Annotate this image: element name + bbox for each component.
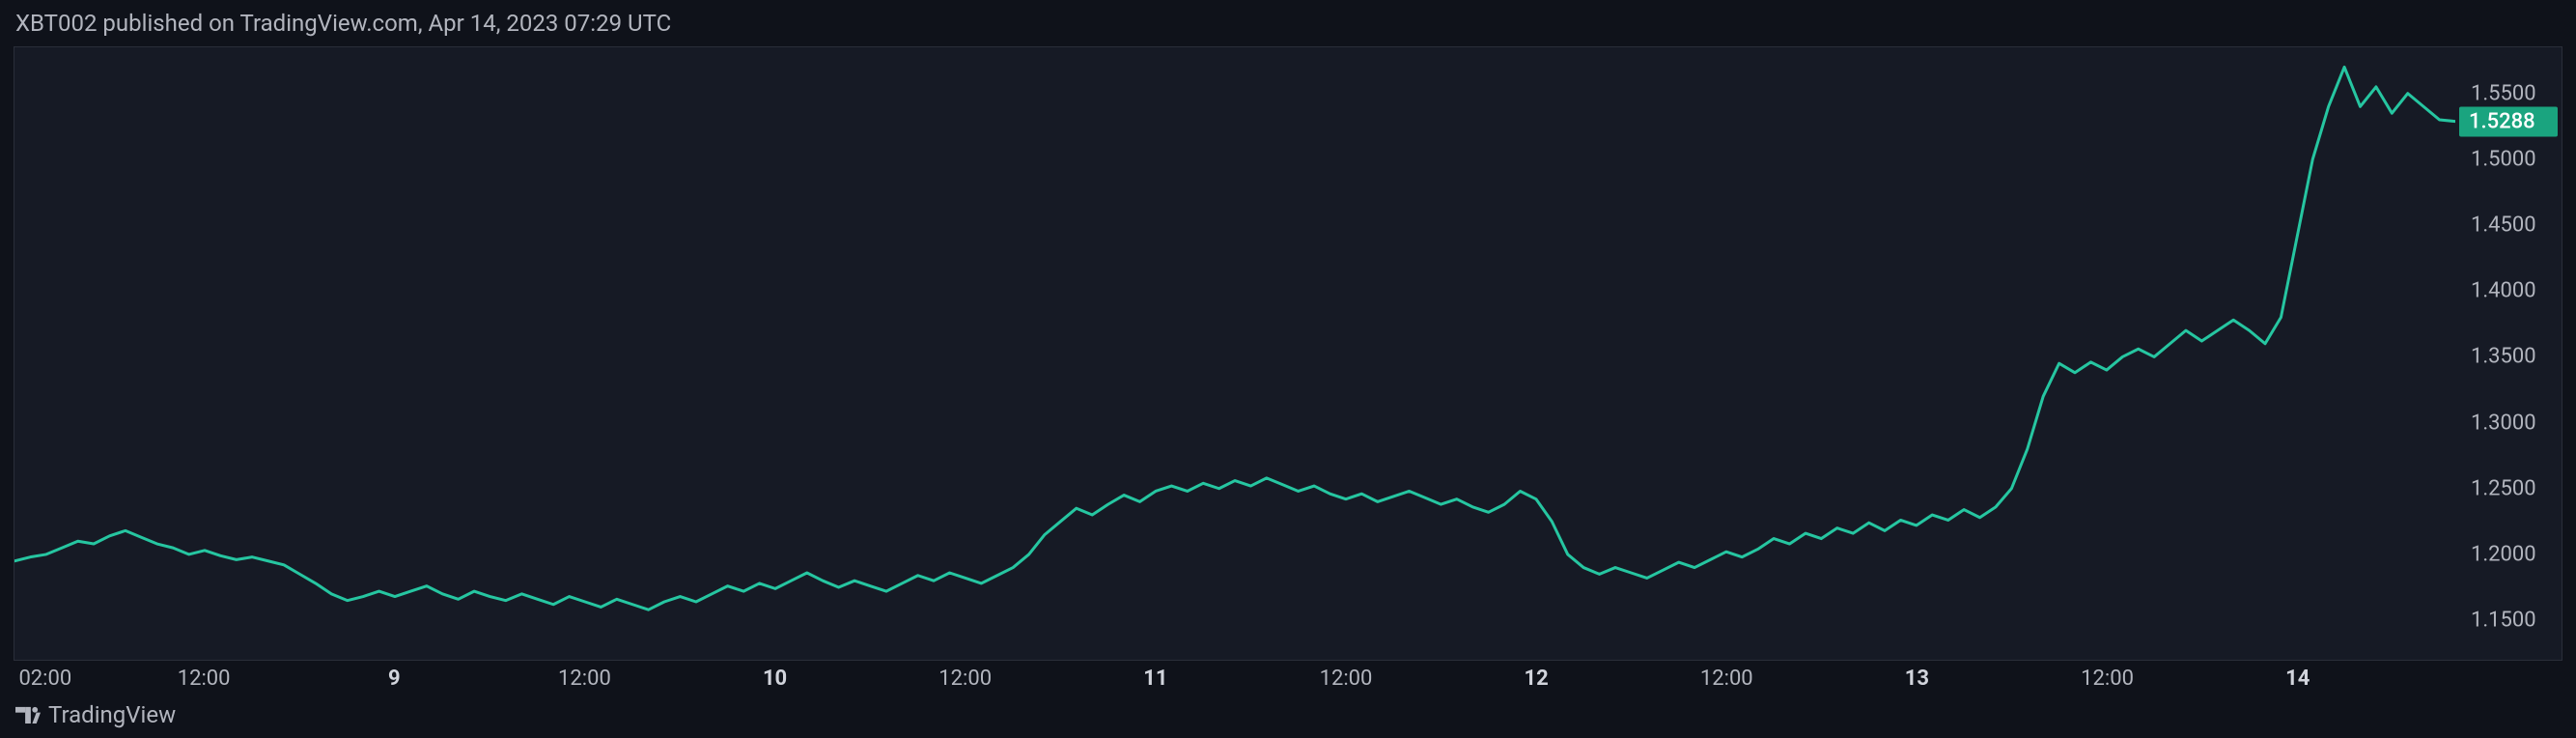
plot-area[interactable]	[14, 47, 2455, 660]
x-tick-label: 13	[1905, 667, 1929, 691]
tradingview-logo-icon	[15, 702, 41, 727]
x-axis: 02:00 12:00 9 12:00 10 12:00 11 12:00 12 12:00 13 1…	[14, 665, 2456, 690]
y-tick-label: 1.4500	[2471, 213, 2536, 238]
chart-frame: 1.1500 1.2000 1.2500 1.3000 1.3500 1.4000 1.45…	[14, 46, 2562, 661]
current-price-badge: 1.5288	[2459, 106, 2558, 136]
x-tick-label: 12	[1525, 667, 1549, 691]
y-tick-label: 1.3500	[2471, 345, 2536, 369]
footer-brand: TradingView	[15, 701, 176, 728]
x-tick-label: 12:00	[178, 667, 231, 691]
header-text: XBT002 published on TradingView.com, Apr…	[15, 10, 671, 37]
x-tick-label: 14	[2285, 667, 2310, 691]
y-tick-label: 1.1500	[2471, 609, 2536, 633]
price-line	[14, 67, 2455, 610]
y-tick-label: 1.4000	[2471, 279, 2536, 303]
x-tick-label: 12:00	[1320, 667, 1373, 691]
x-tick-label: 12:00	[2081, 667, 2134, 691]
x-tick-label: 11	[1143, 667, 1167, 691]
y-tick-label: 1.3000	[2471, 411, 2536, 435]
x-tick-label: 12:00	[938, 667, 992, 691]
x-tick-label: 12:00	[1700, 667, 1753, 691]
chart-header: XBT002 published on TradingView.com, Apr…	[0, 0, 2576, 44]
x-tick-label: 10	[763, 667, 787, 691]
y-tick-label: 1.2500	[2471, 476, 2536, 500]
y-tick-label: 1.2000	[2471, 542, 2536, 566]
x-tick-label: 12:00	[558, 667, 611, 691]
x-tick-label: 9	[388, 667, 401, 691]
price-line-chart	[14, 47, 2455, 660]
y-tick-label: 1.5000	[2471, 147, 2536, 171]
x-tick-label: 02:00	[18, 667, 71, 691]
footer-brand-text: TradingView	[48, 701, 176, 728]
y-tick-label: 1.5500	[2471, 81, 2536, 105]
y-axis: 1.1500 1.2000 1.2500 1.3000 1.3500 1.4000 1.45…	[2455, 47, 2562, 660]
